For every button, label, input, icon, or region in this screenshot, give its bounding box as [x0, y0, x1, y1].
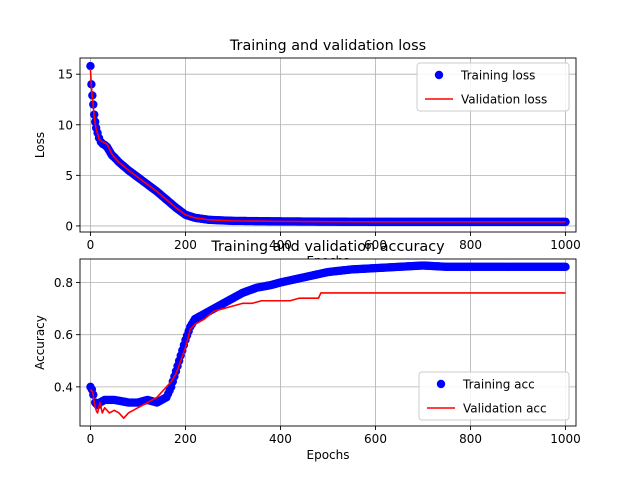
- axes-frame: [79, 258, 577, 427]
- y-tick-label: 15: [58, 68, 73, 82]
- y-tick-label: 0: [65, 219, 73, 233]
- x-tick-label: 1000: [550, 432, 581, 446]
- legend-marker: [434, 70, 444, 80]
- x-tick-label: 400: [269, 432, 292, 446]
- legend-box: [416, 62, 570, 112]
- data-point: [561, 262, 570, 272]
- chart-title: Training and validation accuracy: [210, 239, 445, 255]
- series-1-line: [89, 69, 566, 223]
- legend-label: Validation acc: [463, 402, 547, 416]
- legend-label: Training loss: [460, 69, 535, 83]
- y-tick-label: 0.6: [54, 328, 73, 342]
- series-0-points: [86, 261, 570, 410]
- x-tick-label: 800: [459, 238, 482, 252]
- y-axis-label: Accuracy: [33, 315, 47, 370]
- axes-frame: [79, 57, 577, 233]
- y-tick-label: 0.4: [54, 380, 73, 394]
- legend-label: Training acc: [462, 378, 535, 392]
- chart-title: Training and validation loss: [229, 38, 426, 54]
- x-tick-label: 200: [174, 238, 197, 252]
- x-tick-label: 600: [364, 238, 387, 252]
- y-tick-label: 0.8: [54, 276, 73, 290]
- x-tick-label: 0: [87, 432, 95, 446]
- legend: Training loss Validation loss: [416, 62, 570, 112]
- legend-marker: [436, 379, 446, 389]
- y-axis-label: Loss: [33, 132, 47, 158]
- x-tick-label: 600: [364, 432, 387, 446]
- x-tick-label: 800: [459, 432, 482, 446]
- data-point: [86, 61, 95, 71]
- series-1-line: [89, 292, 566, 419]
- x-axis-label: Epochs: [307, 448, 350, 462]
- subplot-1: 0 200 400 600 800 1000 0.4 0.6 0.8 Epochs Accuracy…: [33, 239, 581, 462]
- legend: Training acc Validation acc: [418, 371, 570, 421]
- x-tick-label: 1000: [550, 238, 581, 252]
- legend-box: [418, 371, 570, 421]
- legend-label: Validation loss: [461, 93, 547, 107]
- x-tick-label: 400: [269, 238, 292, 252]
- x-tick-label: 0: [87, 238, 95, 252]
- y-tick-label: 10: [58, 118, 73, 132]
- x-tick-label: 200: [174, 432, 197, 446]
- y-tick-label: 5: [65, 169, 73, 183]
- subplot-0: 02004006008001000051015EpochsLossTrainin…: [33, 38, 581, 268]
